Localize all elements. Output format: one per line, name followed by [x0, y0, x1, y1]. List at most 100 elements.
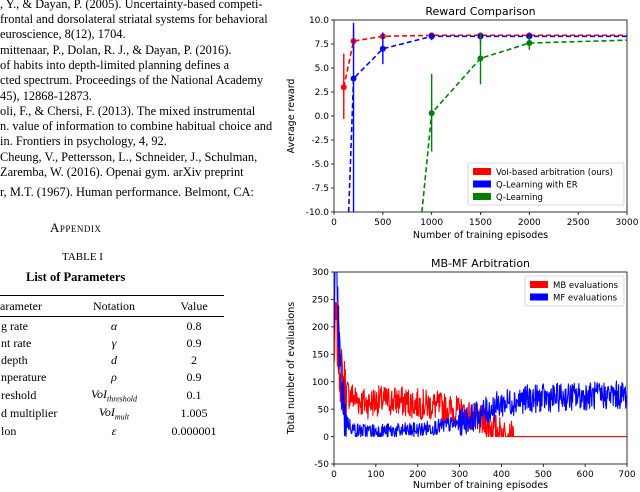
reference-line: mittenaar, P., Dolan, R. J., & Dayan, P.… [0, 43, 232, 57]
x-tick-label: 400 [493, 470, 510, 480]
table-cell: nt rate [1, 336, 32, 350]
x-tick-label: 1500 [469, 218, 492, 228]
data-point [428, 33, 435, 40]
table-cell: reshold [1, 387, 37, 402]
table-header-cell: Notation [93, 299, 135, 313]
table-cell: 2 [191, 353, 197, 367]
x-axis-label: Number of training episodes [413, 480, 548, 491]
reference-line: euroscience, 8(12), 1704. [0, 27, 126, 41]
table-cell-subscript: threshold [107, 394, 137, 404]
table-cell: ρ [111, 370, 117, 384]
table-header-row: arameter Notation Value [0, 295, 224, 317]
appendix-heading: Appendix [50, 220, 102, 235]
table-title: List of Parameters [26, 270, 126, 284]
reference-line: r, M.T. (1967). Human performance. Belmo… [0, 185, 254, 199]
reference-line: Cheung, V., Pettersson, L., Schneider, J… [0, 150, 258, 164]
y-tick-label: -7.5 [311, 184, 329, 194]
chart-title: Reward Comparison [425, 5, 535, 18]
y-tick-label: 5.0 [315, 64, 330, 74]
reference-line: oli, F., & Chersi, F. (2013). The mixed … [0, 104, 256, 118]
x-tick-label: 2000 [518, 218, 541, 228]
reference-line: frontal and dorsolateral striatal system… [0, 12, 268, 26]
legend-swatch [473, 168, 491, 175]
legend-entry: Q-Learning [496, 193, 543, 203]
x-axis-label: Number of training episodes [413, 230, 548, 241]
legend-entry: MB evaluations [553, 281, 619, 291]
plot-area [340, 22, 627, 212]
series-line [334, 272, 627, 438]
reward-comparison-chart: Reward Comparison Number of training epis… [286, 5, 639, 241]
parameters-table: arameter Notation Value g rate α 0.8 nt … [0, 295, 224, 440]
data-point [477, 55, 484, 62]
y-tick-label: 100 [312, 378, 329, 388]
y-tick-label: 0.0 [315, 112, 330, 122]
y-tick-label: 300 [312, 268, 329, 278]
table-cell: lon [1, 423, 17, 438]
table-cell-symbol: VoI [98, 405, 115, 420]
table-row: g rate α 0.8 [0, 317, 224, 336]
x-tick-label: 3000 [616, 218, 639, 228]
y-tick-label: 150 [312, 350, 329, 360]
plot-area [334, 272, 627, 438]
table-cell: 0.9 [186, 336, 202, 350]
table-header-cell: Value [180, 299, 208, 313]
y-tick-label: -10.0 [306, 208, 330, 218]
table-cell: nperature [1, 370, 47, 384]
table-cell: 0.1 [186, 387, 202, 402]
table-cell: depth [1, 353, 28, 367]
y-tick-label: 7.5 [315, 40, 329, 50]
table-label: TABLE I [62, 251, 103, 263]
legend-swatch [473, 193, 491, 200]
legend-box [467, 162, 625, 206]
y-tick-label: 50 [318, 405, 330, 415]
y-tick-label: -50 [314, 460, 329, 470]
table-cell-symbol: VoI [91, 387, 108, 401]
x-tick-label: 300 [451, 470, 468, 480]
x-tick-label: 0 [331, 470, 337, 480]
reference-line: Zaremba, W. (2016). Openai gym. arXiv pr… [0, 165, 244, 179]
data-point [379, 45, 386, 52]
table-row: d multiplier VoImult 1.005 [0, 404, 224, 422]
y-axis-label: Total number of evaluations [286, 302, 297, 435]
data-point [428, 110, 435, 117]
reference-line: cted spectrum. Proceedings of the Nation… [0, 73, 264, 87]
table-cell: γ [111, 336, 117, 350]
table-cell: d multiplier [1, 406, 58, 421]
reference-line: , Y., & Dayan, P. (2005). Uncertainty-ba… [0, 0, 263, 11]
table-cell: 0.000001 [171, 423, 217, 438]
x-tick-label: 1000 [420, 218, 443, 228]
table-cell: 0.9 [186, 370, 202, 384]
y-tick-label: 2.5 [315, 88, 329, 98]
series-line [342, 34, 627, 88]
table-cell: d [111, 353, 117, 367]
table-row: depth d 2 [0, 352, 224, 369]
series-line [334, 301, 627, 438]
table-cell-subscript: mult [114, 412, 130, 422]
reference-line: 45), 12868-12873. [0, 89, 92, 103]
table-header-cell: arameter [0, 299, 42, 313]
x-tick-label: 0 [331, 218, 337, 228]
y-tick-label: 200 [312, 323, 329, 333]
y-tick-label: 0 [323, 433, 329, 443]
plot-frame [333, 271, 628, 465]
y-tick-label: 250 [312, 296, 329, 306]
data-point [350, 75, 357, 82]
x-tick-label: 200 [409, 470, 426, 480]
table-cell: 1.005 [180, 406, 208, 421]
y-axis-label: Average reward [286, 79, 297, 154]
table-cell: α [110, 319, 118, 333]
table-cell: g rate [1, 319, 28, 333]
reference-line: of habits into depth-limited planning de… [0, 58, 230, 72]
legend-swatch [473, 180, 491, 188]
x-tick-label: 600 [577, 470, 594, 480]
legend-entry: Q-Learning with ER [496, 181, 578, 191]
table-cell: VoImult [64, 404, 164, 422]
table-cell: VoIthreshold [64, 386, 164, 404]
legend-entry: VoI-based arbitration (ours) [496, 168, 613, 178]
table-row: nt rate γ 0.9 [0, 335, 224, 352]
table-row: reshold VoIthreshold 0.1 [0, 386, 224, 404]
x-tick-label: 700 [618, 470, 635, 480]
legend-swatch [530, 281, 548, 288]
y-tick-label: -2.5 [311, 136, 329, 146]
table-cell: 0.8 [186, 319, 202, 333]
